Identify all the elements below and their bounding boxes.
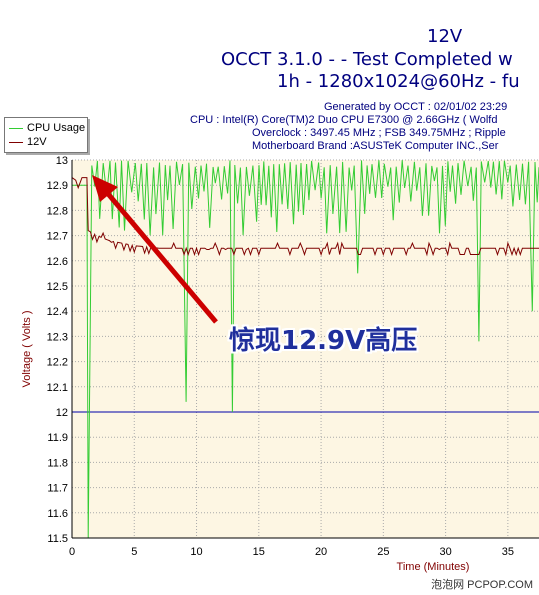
info-overclock: Overclock : 3497.45 MHz ; FSB 349.75MHz …: [252, 127, 506, 139]
y-tick-label: 11.7: [47, 483, 68, 495]
chart-subtitle-line-2: 1h - 1280x1024@60Hz - fu: [277, 71, 520, 92]
y-tick-label: 13: [56, 155, 68, 167]
legend-label-cpu-usage: CPU Usage: [27, 122, 86, 134]
x-axis-label: Time (Minutes): [397, 561, 470, 573]
chart-subtitle-line-1: OCCT 3.1.0 - - Test Completed w: [221, 49, 513, 70]
y-tick-label: 12.4: [47, 306, 68, 318]
x-tick-label: 0: [69, 546, 75, 558]
info-cpu: CPU : Intel(R) Core(TM)2 Duo CPU E7300 @…: [190, 114, 498, 126]
legend-swatch-cpu-usage: [9, 127, 23, 129]
y-tick-label: 11.5: [47, 533, 68, 545]
x-tick-label: 25: [377, 546, 389, 558]
chart-title: 12V: [427, 26, 463, 47]
x-tick-label: 35: [502, 546, 514, 558]
arrow: [92, 175, 218, 324]
watermark: 泡泡网 PCPOP.COM: [431, 579, 533, 591]
y-tick-label: 11.8: [47, 457, 68, 469]
x-tick-label: 20: [315, 546, 327, 558]
y-tick-label: 12.8: [47, 205, 68, 217]
annotation-text: 惊现12.9V高压: [229, 326, 418, 356]
y-tick-label: 12.3: [47, 331, 68, 343]
y-tick-labels: 13 12.9 12.8 12.7 12.6 12.5 12.4 12.3 12.2 12.1 12…: [47, 155, 68, 545]
legend-label-12v: 12V: [27, 136, 47, 148]
y-tick-label: 12.1: [47, 382, 68, 394]
series-12v: [71, 177, 539, 257]
x-tick-label: 10: [190, 546, 202, 558]
x-tick-labels: 0 5 10 15 20 25 30 35: [69, 546, 514, 558]
legend-item-cpu-usage: CPU Usage: [9, 121, 85, 135]
y-tick-label: 12.5: [47, 281, 68, 293]
series-cpu-usage: [72, 160, 539, 539]
y-axis-label: Voltage ( Volts ): [21, 310, 33, 387]
y-tick-label: 11.9: [47, 432, 68, 444]
y-tick-label: 11.6: [47, 508, 68, 520]
x-tick-label: 15: [253, 546, 265, 558]
x-tick-label: 30: [439, 546, 451, 558]
x-tick-label: 5: [131, 546, 137, 558]
y-tick-label: 12.6: [47, 256, 68, 268]
y-tick-label: 12.7: [47, 231, 68, 243]
legend: CPU Usage 12V: [4, 117, 88, 153]
legend-item-12v: 12V: [9, 135, 47, 149]
y-tick-label: 12: [56, 407, 68, 419]
info-generated: Generated by OCCT : 02/01/02 23:29: [324, 101, 508, 113]
y-tick-label: 12.2: [47, 357, 68, 369]
info-motherboard: Motherboard Brand :ASUSTeK Computer INC.…: [252, 140, 499, 152]
y-tick-label: 12.9: [47, 180, 68, 192]
legend-swatch-12v: [9, 141, 23, 143]
